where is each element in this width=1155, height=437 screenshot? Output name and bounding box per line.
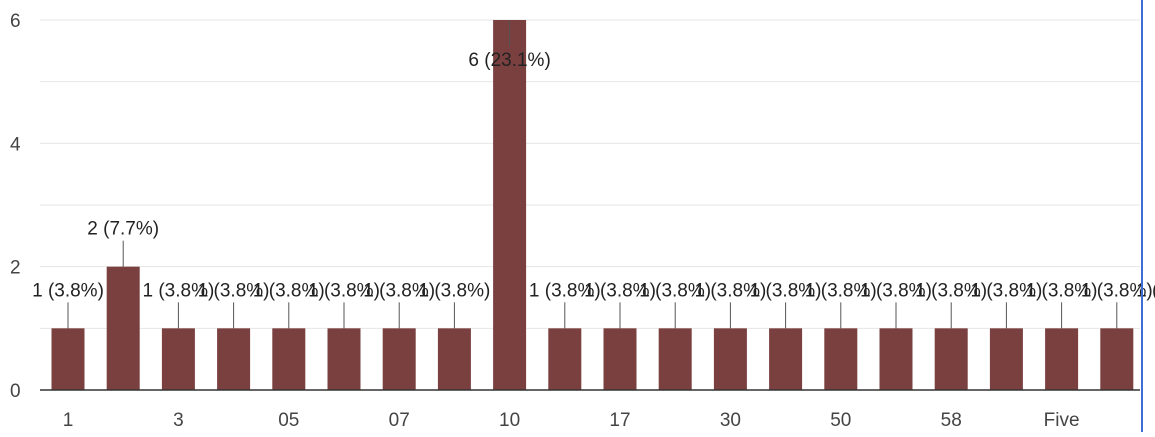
- data-label: 1 (3.8%): [32, 280, 104, 301]
- bar: [935, 328, 968, 390]
- x-tick-label: 30: [720, 410, 741, 431]
- x-tick-label: 05: [278, 410, 299, 431]
- x-tick-label: 50: [830, 410, 851, 431]
- bar: [272, 328, 305, 390]
- bar: [1045, 328, 1078, 390]
- x-tick-label: 3: [173, 410, 184, 431]
- bar: [659, 328, 692, 390]
- x-axis: 1 3 05 07 10 17 30 50 58 Five: [40, 390, 1140, 431]
- bar: [769, 328, 802, 390]
- x-tick-label: 07: [389, 410, 410, 431]
- y-tick-label: 6: [10, 11, 21, 32]
- bar: [1100, 328, 1133, 390]
- bar: [714, 328, 747, 390]
- bar: [604, 328, 637, 390]
- data-label: 2 (7.7%): [87, 219, 159, 240]
- data-labels: 1 (3.8%)2 (7.7%)1 (3.8%)1 (3.8%)1 (3.8%)…: [32, 20, 1155, 328]
- data-label: 1 (3.8%): [418, 280, 490, 301]
- x-tick-label: 10: [499, 410, 520, 431]
- bar: [990, 328, 1023, 390]
- x-tick-label: 17: [609, 410, 630, 431]
- bar: [162, 328, 195, 390]
- bar: [493, 20, 526, 390]
- y-tick-label: 2: [10, 258, 21, 279]
- bar: [328, 328, 361, 390]
- x-tick-label: Five: [1044, 410, 1080, 431]
- y-tick-label: 0: [10, 381, 21, 402]
- bar: [824, 328, 857, 390]
- bar: [107, 267, 140, 390]
- bar: [880, 328, 913, 390]
- y-tick-label: 4: [10, 134, 21, 155]
- x-tick-label: 58: [941, 410, 962, 431]
- x-tick-label: 1: [63, 410, 74, 431]
- bar: [383, 328, 416, 390]
- data-label: 6 (23.1%): [468, 50, 550, 71]
- bar: [438, 328, 471, 390]
- bar: [548, 328, 581, 390]
- bar: [52, 328, 85, 390]
- y-axis: 0 2 4 6: [10, 11, 21, 402]
- bar: [217, 328, 250, 390]
- data-label: 1 (3.8%): [1136, 280, 1155, 301]
